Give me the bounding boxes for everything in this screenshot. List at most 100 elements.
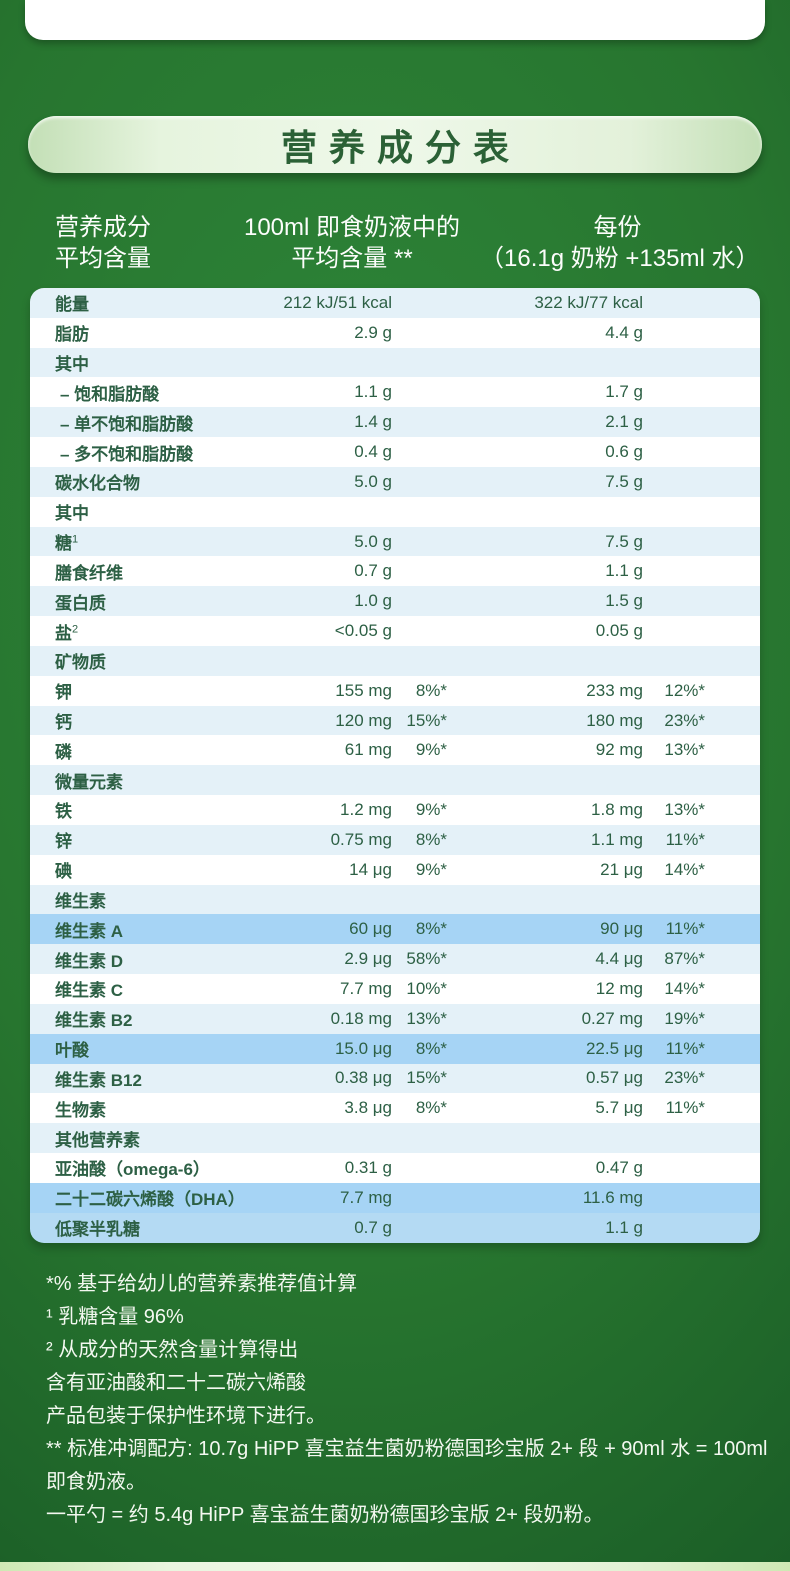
footnote-line: 一平勺 = 约 5.4g HiPP 喜宝益生菌奶粉德国珍宝版 2+ 段奶粉。 (46, 1504, 604, 1526)
table-row: 碘 14 μg 9%* 21 μg 14%* (30, 854, 760, 885)
section-title: 营养成分表 (280, 126, 521, 168)
nutrient-name: 其他营养素 (55, 1130, 140, 1150)
nutrient-name: 钾 (55, 683, 72, 703)
column-header-per-100ml-line1: 100ml 即食奶液中的 (243, 214, 461, 241)
value-per-serving: 233 mg (586, 680, 643, 700)
value-per-serving: 4.4 g (605, 322, 643, 342)
value-per-serving: 22.5 μg (585, 1038, 643, 1058)
nrv-per-serving: 19%* (664, 1008, 705, 1028)
table-row: 微量元素 (30, 765, 760, 796)
nutrient-name: 钙 (55, 713, 72, 732)
value-per-100ml: 0.38 μg (334, 1068, 392, 1088)
nrv-per-100ml: 8%* (415, 1038, 447, 1058)
table-row: 糖1 5.0 g 7.5 g (30, 526, 760, 557)
previous-section-card-bottom (25, 0, 765, 40)
value-per-100ml: 15.0 μg (334, 1038, 392, 1058)
value-per-serving: 1.1 g (605, 561, 643, 581)
value-per-serving: 5.7 μg (595, 1098, 643, 1118)
nutrient-name: 矿物质 (55, 653, 106, 673)
table-row: 钾 155 mg 8%* 233 mg 12%* (30, 675, 760, 706)
nrv-per-100ml: 10%* (406, 978, 447, 998)
table-row: 磷 61 mg 9%* 92 mg 13%* (30, 735, 760, 766)
column-header-nutrient-line1: 营养成分 (55, 214, 151, 241)
value-per-100ml: 61 mg (344, 740, 392, 760)
value-per-100ml: 212 kJ/51 kcal (283, 292, 392, 312)
nutrient-name: 锌 (55, 832, 72, 852)
table-row: 维生素 A 60 μg 8%* 90 μg 11%* (30, 914, 760, 945)
nutrient-name: 维生素 C (55, 981, 123, 1001)
table-row: 蛋白质 1.0 g 1.5 g (30, 586, 760, 617)
nrv-per-100ml: 9%* (415, 799, 447, 819)
nrv-per-100ml: 8%* (415, 1098, 447, 1118)
nutrient-footnote-marker: 2 (72, 622, 79, 635)
footnote-line: 产品包装于保护性环境下进行。 (46, 1405, 326, 1427)
column-header-nutrient-line2: 平均含量 (55, 245, 151, 272)
value-per-serving: 7.5 g (605, 531, 643, 551)
nrv-per-serving: 14%* (664, 978, 705, 998)
value-per-serving: 2.1 g (605, 412, 643, 432)
table-row: – 单不饱和脂肪酸 1.4 g 2.1 g (30, 407, 760, 438)
value-per-serving: 0.47 g (595, 1157, 643, 1177)
nrv-per-100ml: 9%* (415, 859, 447, 879)
column-header-per-serving-line1: 每份 (593, 214, 642, 241)
nutrient-name: – 饱和脂肪酸 (60, 384, 160, 404)
value-per-100ml: 1.0 g (354, 591, 392, 611)
value-per-100ml: 1.1 g (354, 382, 392, 402)
nutrient-name: 能量 (55, 295, 89, 315)
value-per-100ml: 7.7 mg (340, 978, 392, 998)
nutrient-name: 蛋白质 (55, 593, 106, 613)
table-row: 生物素 3.8 μg 8%* 5.7 μg 11%* (30, 1093, 760, 1124)
nrv-per-serving: 23%* (664, 710, 705, 730)
value-per-100ml: 5.0 g (354, 471, 392, 491)
nutrient-footnote-marker: 1 (72, 533, 79, 546)
value-per-100ml: 0.75 mg (330, 829, 392, 849)
value-per-serving: 11.6 mg (582, 1187, 643, 1207)
table-row: 维生素 (30, 884, 760, 915)
value-per-100ml: 0.4 g (354, 442, 392, 462)
table-row: 二十二碳六烯酸（DHA） 7.7 mg 11.6 mg (30, 1182, 760, 1213)
value-per-serving: 0.57 μg (585, 1068, 643, 1088)
nutrient-name: – 单不饱和脂肪酸 (60, 414, 194, 434)
table-row: 维生素 D 2.9 μg 58%* 4.4 μg 87%* (30, 944, 760, 975)
section-title-pill: 营养成分表 (28, 116, 762, 173)
nrv-per-100ml: 58%* (406, 949, 447, 969)
nutrient-name: 维生素 B12 (55, 1070, 142, 1090)
nutrient-name: 碳水化合物 (55, 474, 140, 494)
value-per-serving: 12 mg (595, 978, 643, 998)
nutrient-name: 生物素 (55, 1100, 106, 1120)
value-per-100ml: 1.4 g (354, 412, 392, 432)
nrv-per-serving: 11%* (665, 1098, 705, 1118)
value-per-serving: 180 mg (586, 710, 643, 730)
nutrient-name: 二十二碳六烯酸（DHA） (55, 1190, 245, 1210)
footnote-line: ** 标准冲调配方: 10.7g HiPP 喜宝益生菌奶粉德国珍宝版 2+ 段 … (46, 1438, 768, 1493)
column-header-per-100ml-line2: 平均含量 ** (291, 245, 413, 272)
value-per-serving: 1.1 mg (591, 829, 643, 849)
nutrient-name: 维生素 A (55, 921, 123, 941)
value-per-100ml: 60 μg (349, 919, 392, 939)
nrv-per-100ml: 8%* (415, 680, 447, 700)
nrv-per-serving: 13%* (664, 740, 705, 760)
nrv-per-serving: 13%* (664, 799, 705, 819)
value-per-serving: 7.5 g (605, 471, 643, 491)
value-per-serving: 4.4 μg (595, 949, 643, 969)
nrv-per-100ml: 8%* (415, 919, 447, 939)
nutrient-name: 亚油酸（omega-6） (55, 1160, 210, 1180)
value-per-100ml: 2.9 g (354, 322, 392, 342)
table-row: – 饱和脂肪酸 1.1 g 1.7 g (30, 377, 760, 408)
nutrient-name: 碘 (55, 862, 72, 882)
table-row: 矿物质 (30, 645, 760, 676)
next-section-card-top (0, 1562, 790, 1571)
nutrient-name: 微量元素 (55, 772, 123, 792)
table-row: 亚油酸（omega-6） 0.31 g 0.47 g (30, 1153, 760, 1183)
nutrient-name: 铁 (55, 802, 72, 822)
value-per-serving: 1.8 mg (591, 799, 643, 819)
value-per-serving: 0.27 mg (581, 1008, 643, 1028)
nutrient-name: 叶酸 (55, 1041, 89, 1061)
nutrient-name: 其中 (55, 504, 89, 524)
table-row: 碳水化合物 5.0 g 7.5 g (30, 466, 760, 497)
nutrient-name: 盐2 (55, 622, 79, 643)
nrv-per-serving: 11%* (665, 829, 705, 849)
nrv-per-100ml: 8%* (415, 829, 447, 849)
table-row: 脂肪 2.9 g 4.4 g (30, 317, 760, 348)
